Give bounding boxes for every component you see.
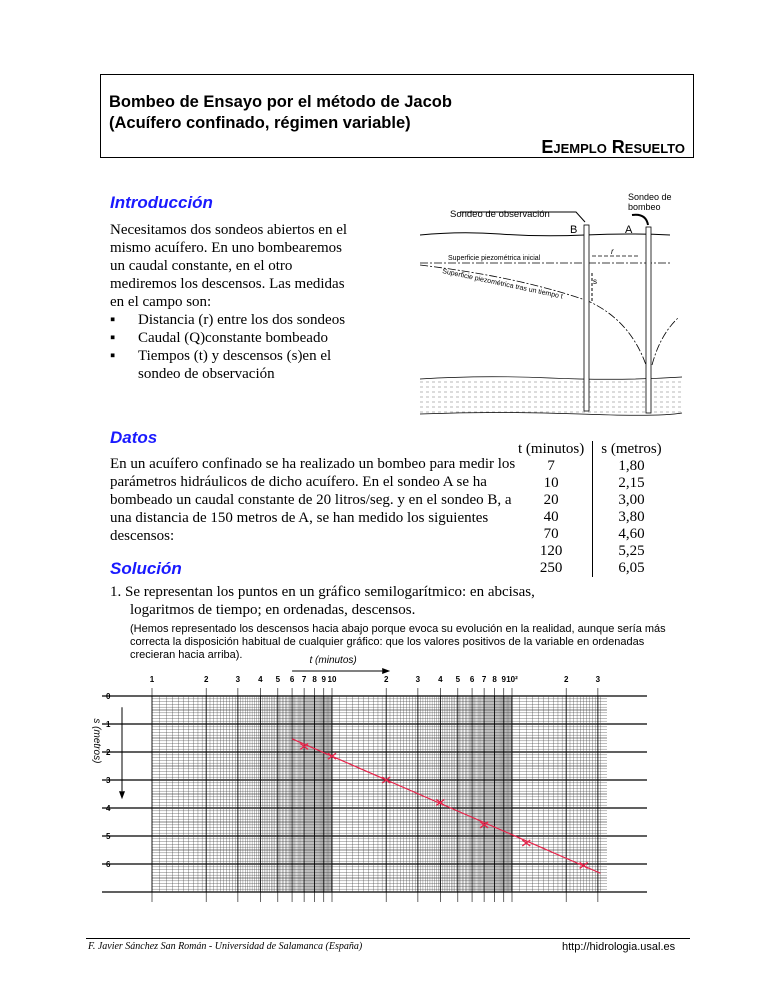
cell-t: 7 — [510, 458, 594, 475]
cell-t: 70 — [510, 526, 594, 543]
cell-s: 3,00 — [618, 492, 645, 508]
x-tick-label: 1 — [150, 675, 155, 684]
data-point — [381, 776, 391, 784]
intro-paragraph: Necesitamos dos sondeos abiertos en el m… — [110, 222, 348, 310]
cell-s: 4,60 — [618, 526, 645, 542]
table-row: 70 4,60 — [510, 526, 670, 543]
cell-t: 120 — [510, 543, 594, 560]
title-box: Bombeo de Ensayo por el método de Jacob … — [100, 74, 694, 158]
cell-s: 6,05 — [618, 560, 645, 576]
data-table: t (minutos) s (metros) 7 1,80 10 2,15 20 3,00 4… — [510, 441, 670, 577]
note: (Hemos representado los descensos hacia … — [130, 623, 666, 661]
data-point — [521, 839, 531, 847]
y-tick-label: 3 — [106, 776, 111, 785]
bullet-item: Caudal (Q)constante bombeado — [110, 329, 350, 347]
pumping-well — [645, 226, 652, 414]
well-b-label: B — [570, 224, 577, 236]
intro-heading: Introducción — [110, 193, 213, 212]
x-tick-label: 6 — [470, 675, 475, 684]
table-row: 10 2,15 — [510, 475, 670, 492]
x-tick-label: 7 — [482, 675, 487, 684]
x-tick-label: 4 — [258, 675, 263, 684]
cell-t: 10 — [510, 475, 594, 492]
initial-surface-label: Superficie piezométrica inicial — [448, 255, 541, 262]
x-tick-label: 3 — [596, 675, 601, 684]
col-header-s: s (metros) — [601, 441, 662, 457]
bullet-item: Tiempos (t) y descensos (s)en el sondeo … — [110, 347, 350, 383]
x-tick-label: 7 — [302, 675, 307, 684]
observation-well — [583, 224, 590, 412]
data-point — [479, 821, 489, 829]
x-tick-label: 6 — [290, 675, 295, 684]
x-tick-label: 8 — [492, 675, 497, 684]
y-axis-arrowhead — [119, 791, 125, 800]
x-axis-arrowhead — [382, 668, 391, 674]
x-tick-label: 2 — [204, 675, 209, 684]
datos-heading: Datos — [110, 428, 158, 447]
x-tick-label: 2 — [384, 675, 389, 684]
title-line-2: (Acuífero confinado, régimen variable) — [109, 114, 411, 132]
x-tick-label: 10 — [328, 675, 337, 684]
pump-label-1: Sondeo de — [628, 192, 672, 202]
y-tick-label: 5 — [106, 832, 111, 841]
bullet-item: Distancia (r) entre los dos sondeos — [110, 311, 350, 329]
x-tick-label: 8 — [312, 675, 317, 684]
table-row: 7 1,80 — [510, 458, 670, 475]
subtitle: Ejemplo Resuelto — [541, 137, 685, 157]
obs-label: Sondeo de observación — [450, 209, 550, 220]
aquifer-layer — [420, 378, 682, 414]
y-tick-label: 1 — [106, 720, 111, 729]
col-header-t: t (minutos) — [510, 441, 594, 458]
intro-bullets: Distancia (r) entre los dos sondeos Caud… — [110, 311, 350, 383]
x-tick-label: 5 — [456, 675, 461, 684]
data-point — [435, 798, 445, 806]
table-row: 120 5,25 — [510, 543, 670, 560]
data-point — [299, 742, 309, 750]
r-label: r — [611, 247, 614, 256]
x-tick-label: 4 — [438, 675, 443, 684]
y-tick-label: 2 — [106, 748, 111, 757]
fit-line — [291, 738, 601, 874]
footer-rule — [86, 938, 690, 939]
later-surface-label: Superficie piezométrica tras un tiempo t — [442, 268, 564, 300]
solucion-heading: Solución — [110, 559, 182, 578]
table-row: 250 6,05 — [510, 560, 670, 577]
footer-author: F. Javier Sánchez San Román - Universida… — [88, 941, 363, 952]
footer-url: http://hidrologia.usal.es — [562, 941, 676, 953]
cell-s: 5,25 — [618, 543, 645, 559]
x-axis-label: t (minutos) — [310, 655, 357, 666]
y-tick-label: 0 — [106, 692, 111, 701]
cell-t: 20 — [510, 492, 594, 509]
title-line-1: Bombeo de Ensayo por el método de Jacob — [109, 93, 452, 111]
pump-label-2: bombeo — [628, 202, 661, 212]
step-1: 1. Se representan los puntos en un gráfi… — [110, 584, 535, 618]
x-tick-label: 9 — [502, 675, 507, 684]
cell-t: 250 — [510, 560, 594, 577]
x-tick-label: 10² — [506, 675, 518, 684]
table-row: 40 3,80 — [510, 509, 670, 526]
y-tick-label: 4 — [106, 804, 111, 813]
y-axis-label: s (metros) — [91, 718, 102, 763]
cell-s: 1,80 — [618, 458, 645, 474]
x-tick-label: 9 — [322, 675, 327, 684]
intro-text: Necesitamos dos sondeos abiertos en el m… — [110, 221, 350, 383]
cell-s: 3,80 — [618, 509, 645, 525]
cell-t: 40 — [510, 509, 594, 526]
s-label: s — [593, 277, 597, 286]
well-a-label: A — [625, 224, 633, 236]
x-tick-label: 5 — [276, 675, 281, 684]
x-tick-label: 2 — [564, 675, 569, 684]
data-point — [327, 752, 337, 760]
x-tick-label: 3 — [416, 675, 421, 684]
x-tick-label: 3 — [236, 675, 241, 684]
datos-text: En un acuífero confinado se ha realizado… — [110, 456, 516, 544]
data-point — [579, 861, 589, 869]
table-row: 20 3,00 — [510, 492, 670, 509]
y-tick-label: 6 — [106, 860, 111, 869]
cell-s: 2,15 — [618, 475, 645, 491]
well-diagram: Sondeo de observación Sondeo de bombeo B… — [420, 192, 683, 416]
